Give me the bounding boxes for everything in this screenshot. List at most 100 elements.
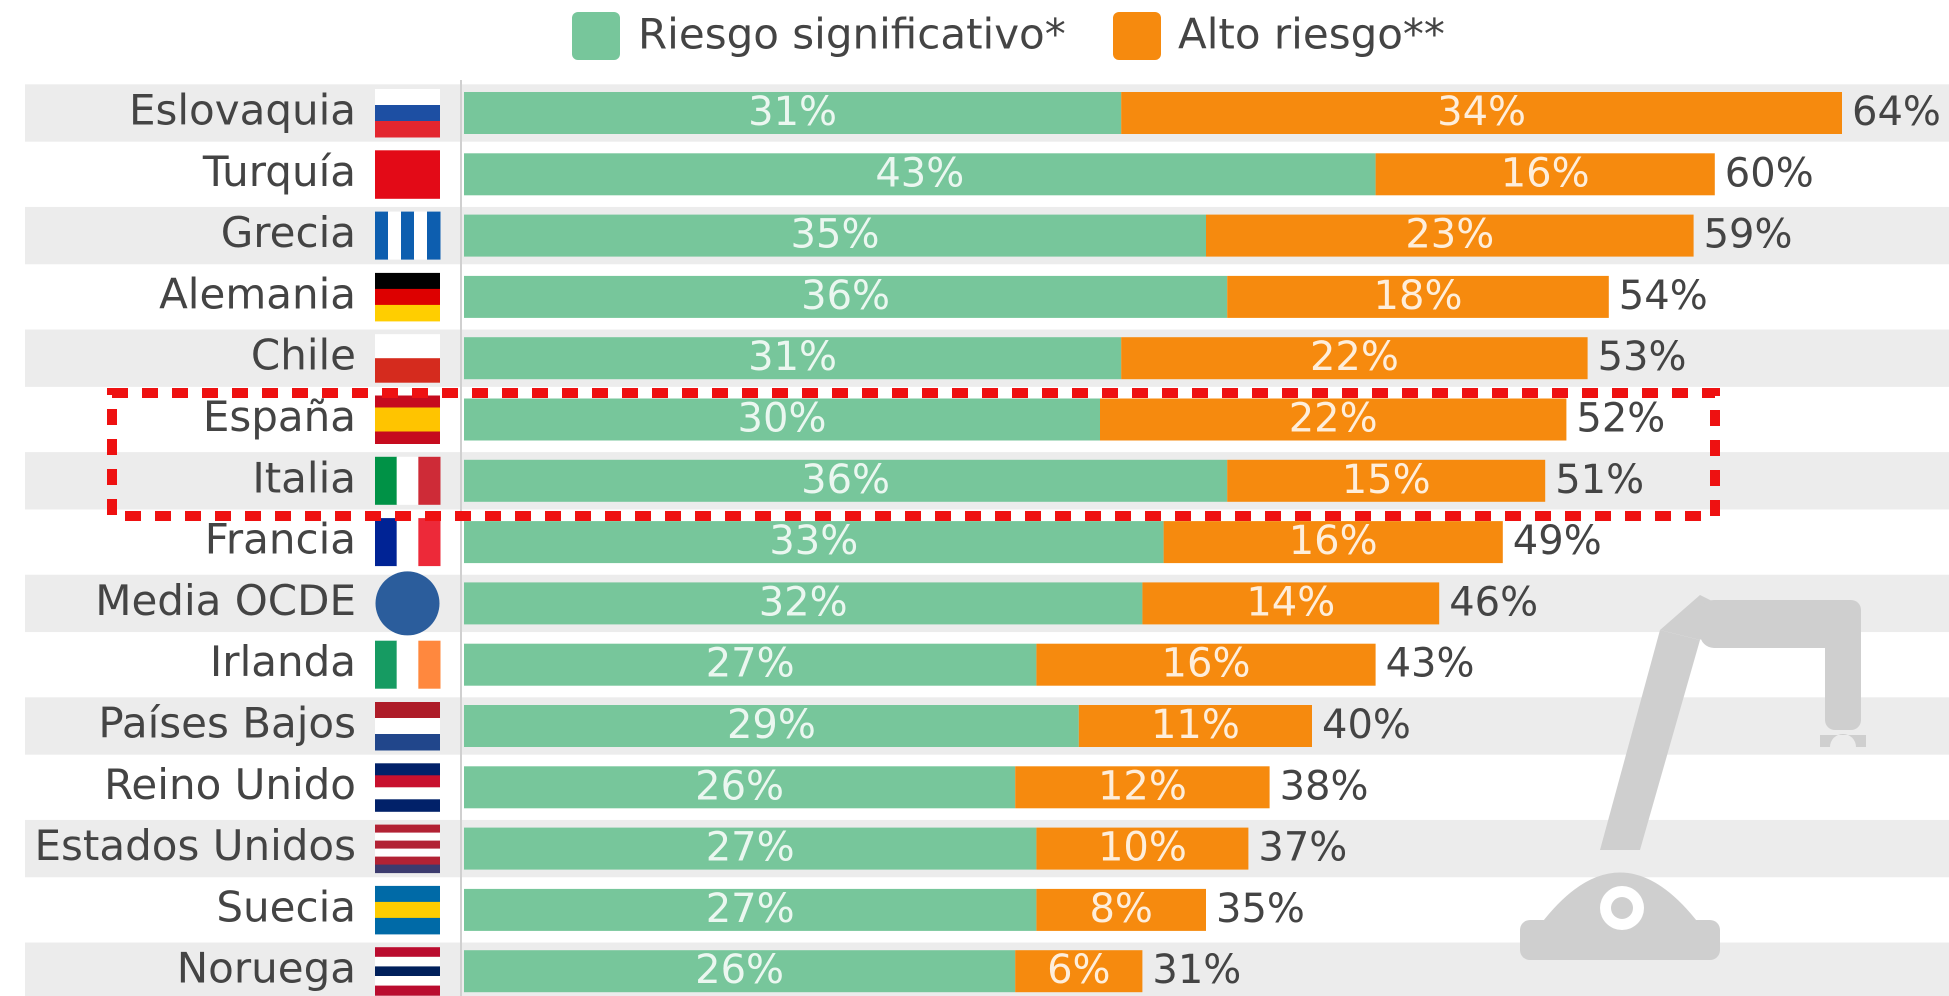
legend-swatch [572,12,620,60]
flag-icon [375,787,440,800]
flag-icon [375,420,440,433]
flag-icon [375,833,440,842]
category-label: Media OCDE [95,576,356,625]
flag-icon [375,918,440,935]
bar-label: 14% [1246,579,1335,625]
total-label: 51% [1555,457,1644,503]
bar-label: 27% [706,641,795,687]
flag-icon [375,976,440,986]
flag-icon [375,273,440,290]
flag-icon [388,212,402,260]
flag-icon [375,763,440,776]
total-label: 60% [1725,150,1814,196]
bar-label: 34% [1437,89,1526,135]
category-label: Grecia [221,208,356,257]
flag-icon [401,212,415,260]
flag-icon [375,734,440,751]
flag-icon [375,775,440,788]
flag-icon [397,457,419,505]
total-label: 59% [1704,212,1793,258]
category-label: Noruega [177,944,356,993]
total-label: 52% [1576,396,1665,442]
flag-icon [397,518,419,566]
category-label: Reino Unido [104,760,356,809]
bar-label: 31% [748,334,837,380]
flag-icon [375,902,440,919]
flag-icon [418,518,440,566]
total-label: 64% [1852,89,1941,135]
bar-label: 35% [791,212,880,258]
flag-icon [418,641,440,689]
category-label: Italia [252,453,356,502]
bar-label: 16% [1289,518,1378,564]
total-label: 49% [1513,518,1602,564]
category-label: Francia [205,515,356,564]
legend-label: Alto riesgo** [1178,10,1445,59]
bar-label: 26% [695,947,784,993]
bar-label: 22% [1289,396,1378,442]
flag-icon [375,947,440,957]
bar-label: 18% [1374,273,1463,319]
flag-icon [375,641,397,689]
flag-icon [375,718,440,735]
total-label: 40% [1322,702,1411,748]
bar-label: 32% [759,579,848,625]
total-label: 53% [1598,334,1687,380]
category-label: Alemania [159,269,356,318]
category-label: Suecia [216,882,356,931]
category-label: Estados Unidos [35,821,356,870]
category-label: Irlanda [210,637,356,686]
bar-label: 15% [1342,457,1431,503]
bar-label: 10% [1098,825,1187,871]
bar-label: 16% [1501,150,1590,196]
category-label: Chile [251,331,356,380]
bar-label: 16% [1162,641,1251,687]
bar-label: 27% [706,825,795,871]
flag-icon [427,212,441,260]
bar-label: 36% [801,457,890,503]
flag-icon [414,212,428,260]
flag-icon [375,289,440,306]
flag-icon [375,432,440,445]
flag-icon [375,865,440,874]
flag-icon [375,212,389,260]
flag-icon [397,641,419,689]
total-label: 43% [1386,641,1475,687]
bar-label: 33% [769,518,858,564]
total-label: 31% [1152,947,1241,993]
total-label: 38% [1280,763,1369,809]
total-label: 54% [1619,273,1708,319]
flag-icon [375,518,397,566]
bar-label: 26% [695,763,784,809]
legend-swatch [1113,12,1161,60]
bar-label: 27% [706,886,795,932]
robot-icon [1520,595,1866,960]
flag-icon [375,966,440,976]
bar-label: 23% [1405,212,1494,258]
flag-icon [375,334,440,359]
bar-label: 12% [1098,763,1187,809]
total-label: 46% [1449,579,1538,625]
flag-icon [375,886,440,903]
flag-icon [375,702,440,719]
bar-label: 22% [1310,334,1399,380]
bar-label: 29% [727,702,816,748]
bar-label: 8% [1089,886,1152,932]
category-label: Turquía [202,147,356,196]
flag-icon [418,457,440,505]
flag-icon [375,305,440,322]
category-label: España [203,392,356,441]
flag-icon [375,150,440,199]
total-label: 35% [1216,886,1305,932]
flag-icon [375,358,440,383]
flag-icon [375,825,440,834]
chart: Eslovaquia31%34%64%Turquía43%16%60%Greci… [0,0,1949,996]
flag-icon [375,89,440,106]
flag-icon [375,957,440,967]
bar-label: 30% [738,396,827,442]
flag-icon [375,105,440,122]
bar-label: 11% [1151,702,1240,748]
flag-icon [375,457,397,505]
flag-icon [375,849,440,858]
bar-label: 36% [801,273,890,319]
